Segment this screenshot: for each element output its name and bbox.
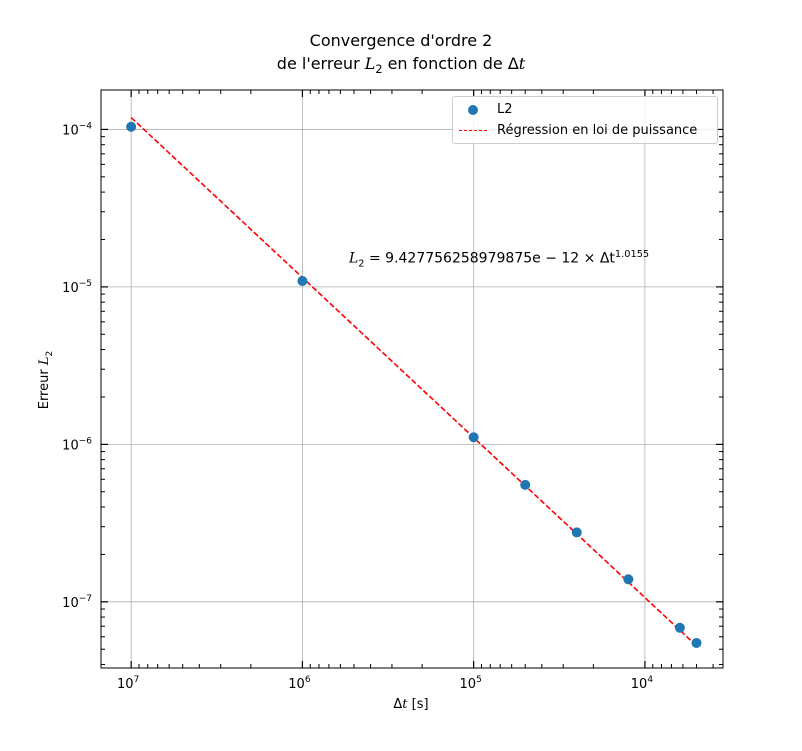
legend-item-regression: Régression en loi de puissance	[453, 122, 713, 140]
regression-line	[130, 116, 698, 647]
legend: L2 Régression en loi de puissance	[452, 96, 718, 144]
x-tick-label-0: 107	[117, 675, 139, 692]
chart-title-line2: de l'erreur L2 en fonction de Δt	[276, 54, 526, 77]
legend-marker-dot	[468, 105, 478, 115]
y-tick-label-0: 10−4	[62, 121, 92, 138]
x-axis-label: Δt [s]	[393, 697, 429, 712]
x-tick-label-1: 106	[288, 675, 311, 692]
legend-label-l2: L2	[497, 102, 513, 117]
data-point-2	[468, 432, 479, 443]
data-point-4	[571, 527, 582, 538]
data-point-6	[674, 622, 685, 633]
chart-title-line1: Convergence d'ordre 2	[309, 31, 493, 50]
y-tick-label-2: 10−6	[62, 436, 92, 453]
data-point-0	[126, 121, 137, 132]
y-tick-label-1: 10−5	[62, 279, 92, 296]
data-point-3	[520, 479, 531, 490]
x-tick-label-3: 104	[631, 675, 654, 692]
legend-marker-dashed-line	[459, 130, 487, 131]
y-axis-label: Erreur L2	[37, 350, 55, 410]
legend-label-regression: Régression en loi de puissance	[497, 123, 698, 138]
regression-annotation: L2 = 9.427756258979875e − 12 × Δt1.0155	[349, 249, 650, 270]
data-point-5	[623, 574, 634, 585]
data-point-7	[691, 637, 702, 648]
y-tick-label-3: 10−7	[62, 594, 92, 611]
x-tick-label-2: 105	[460, 675, 482, 692]
legend-item-l2: L2	[453, 101, 713, 119]
axes-frame	[100, 89, 724, 669]
data-point-1	[297, 276, 308, 287]
